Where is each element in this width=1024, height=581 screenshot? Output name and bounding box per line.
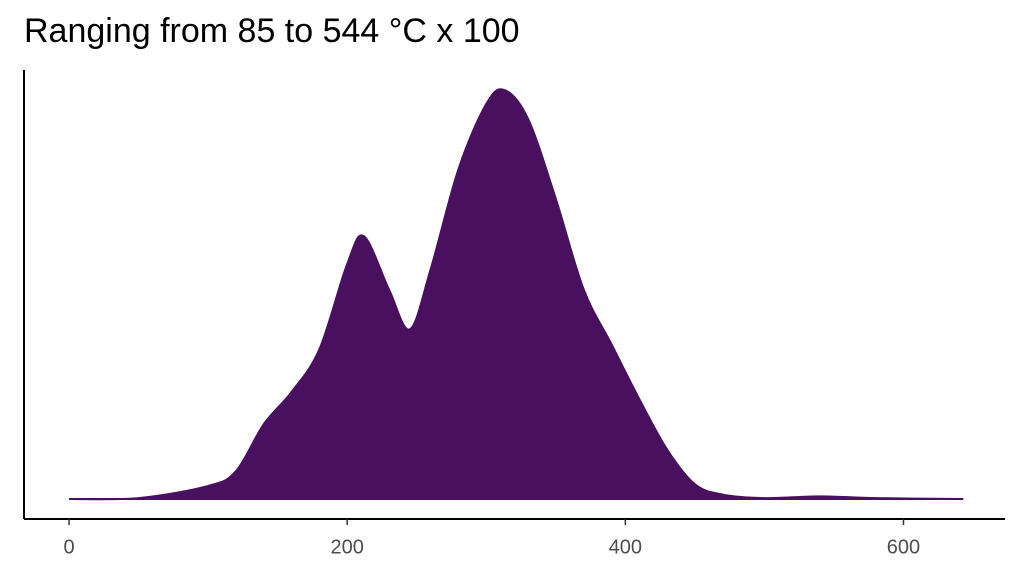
x-tick-label: 200: [331, 536, 364, 558]
x-tick-label: 0: [63, 536, 74, 558]
x-tick-label: 600: [887, 536, 920, 558]
chart-title: Ranging from 85 to 544 °C x 100: [24, 12, 520, 50]
density-area: [69, 88, 964, 501]
x-tick-label: 400: [609, 536, 642, 558]
